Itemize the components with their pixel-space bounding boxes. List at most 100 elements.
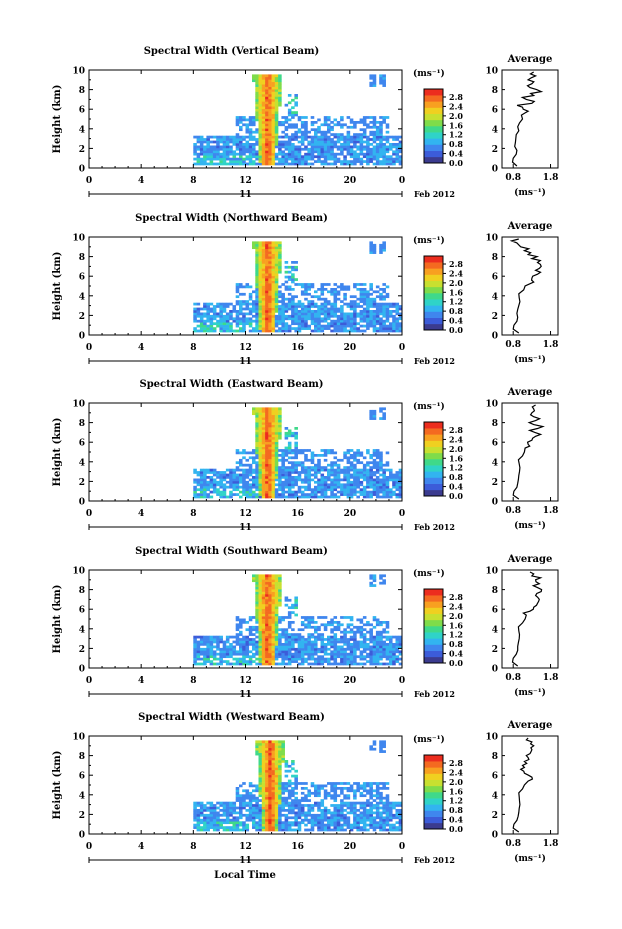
heatmap-cell — [212, 468, 217, 472]
heatmap-cell — [229, 322, 233, 326]
heatmap-cell — [229, 490, 233, 494]
heatmap-cell — [333, 283, 338, 286]
heatmap-cell — [206, 310, 210, 313]
heatmap-cell — [389, 327, 393, 330]
heatmap-cell — [379, 650, 383, 654]
colorbar-swatch — [424, 286, 443, 294]
heatmap-cell — [314, 650, 318, 654]
heatmap-cell — [265, 79, 269, 83]
heatmap-cell — [304, 488, 308, 492]
heatmap-cell — [232, 160, 237, 163]
heatmap-cell — [265, 143, 269, 146]
heatmap-cell — [356, 449, 360, 452]
heatmap-cell — [343, 488, 347, 492]
heatmap-cell — [340, 285, 344, 289]
heatmap-cell — [193, 490, 197, 494]
heatmap-cell — [362, 647, 367, 651]
heatmap-cell — [375, 152, 380, 156]
heatmap-cell — [261, 650, 266, 654]
heatmap-cell — [369, 412, 373, 416]
heatmap-cell — [265, 441, 269, 445]
heatmap-cell — [317, 488, 321, 492]
heatmap-cell — [255, 584, 259, 587]
heatmap-cell — [327, 471, 331, 474]
heatmap-cell — [327, 451, 331, 455]
heatmap-cell — [239, 633, 243, 636]
heatmap-cell — [375, 135, 380, 139]
heatmap-cell — [392, 655, 396, 659]
heatmap-cell — [268, 128, 272, 132]
heatmap-cell — [271, 290, 276, 294]
heatmap-cell — [304, 327, 308, 330]
colorbar-swatch — [424, 280, 443, 288]
heatmap-cell — [258, 248, 263, 252]
heatmap-cell — [271, 441, 276, 445]
heatmap-cell — [362, 650, 367, 654]
heatmap-cell — [294, 493, 298, 496]
heatmap-cell — [382, 628, 386, 632]
heatmap-cell — [349, 643, 354, 646]
heatmap-cell — [219, 813, 223, 817]
heatmap-cell — [261, 256, 266, 259]
heatmap-cell — [392, 480, 396, 484]
heatmap-cell — [274, 89, 279, 92]
heatmap-cell — [369, 74, 373, 78]
heatmap-cell — [229, 828, 233, 832]
heatmap-cell — [225, 480, 230, 484]
heatmap-cell — [274, 278, 279, 281]
heatmap-cell — [242, 152, 246, 156]
heatmap-cell — [382, 463, 386, 467]
heatmap-cell — [255, 635, 259, 639]
heatmap-cell — [366, 116, 370, 119]
heatmap-cell — [389, 493, 393, 496]
heatmap-cell — [196, 157, 201, 161]
heatmap-cell — [252, 135, 256, 139]
heatmap-cell — [235, 290, 240, 294]
heatmap-cell — [268, 424, 272, 428]
heatmap-cell — [245, 162, 250, 166]
heatmap-cell — [268, 162, 272, 166]
heatmap-cell — [209, 650, 214, 654]
heatmap-cell — [265, 823, 269, 827]
heatmap-cell — [196, 650, 201, 654]
heatmap-cell — [343, 468, 347, 472]
heatmap-cell — [310, 621, 315, 624]
heatmap-cell — [314, 471, 318, 474]
heatmap-cell — [323, 652, 328, 656]
heatmap-cell — [323, 616, 328, 619]
heatmap-cell — [278, 584, 282, 587]
heatmap-cell — [199, 483, 204, 487]
heatmap-cell — [392, 310, 396, 313]
heatmap-cell — [271, 268, 276, 272]
heatmap-cell — [261, 483, 266, 487]
heatmap-cell — [317, 616, 321, 619]
heatmap-cell — [372, 150, 377, 154]
heatmap-cell — [274, 407, 279, 411]
heatmap-cell — [274, 478, 279, 482]
heatmap-cell — [330, 652, 334, 656]
heatmap-cell — [366, 319, 370, 323]
heatmap-cell — [261, 96, 266, 100]
heatmap-cell — [340, 485, 344, 489]
heatmap-cell — [366, 297, 370, 301]
heatmap-cell — [278, 86, 282, 90]
heatmap-cell — [379, 79, 383, 83]
heatmap-cell — [379, 468, 383, 472]
average-x-label: (ms⁻¹) — [514, 520, 546, 531]
heatmap-cell — [274, 248, 279, 252]
heatmap-cell — [382, 297, 386, 301]
heatmap-cell — [369, 125, 373, 129]
heatmap-cell — [291, 297, 295, 301]
heatmap-cell — [385, 302, 390, 306]
heatmap-cell — [300, 317, 305, 321]
heatmap-cell — [379, 466, 383, 469]
heatmap-cell — [229, 493, 233, 496]
heatmap-cell — [317, 319, 321, 323]
heatmap-cell — [320, 310, 325, 313]
heatmap-cell — [310, 456, 315, 460]
heatmap-cell — [239, 140, 243, 144]
heatmap-cell — [294, 655, 298, 659]
heatmap-cell — [304, 314, 308, 318]
heatmap-cell — [320, 485, 325, 489]
heatmap-cell — [398, 488, 402, 492]
